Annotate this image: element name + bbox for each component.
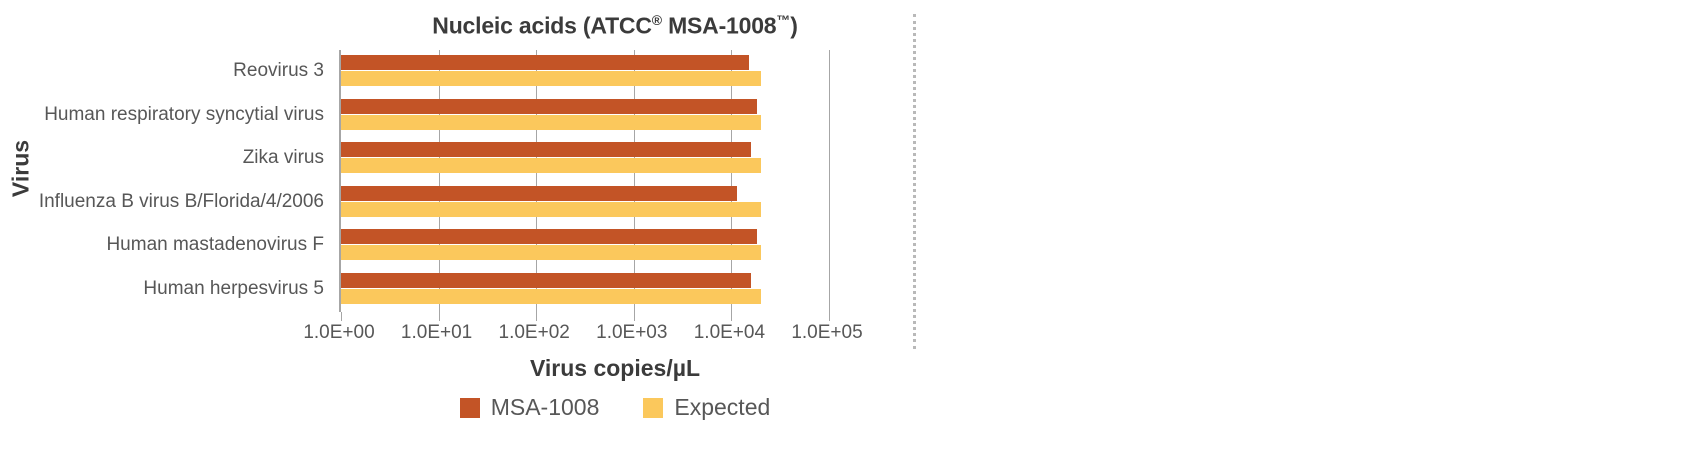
chart-title-left-main: Nucleic acids (ATCC (432, 12, 652, 39)
y-tick-label: Influenza B virus B/Florida/4/2006 (38, 190, 324, 212)
legend-item[interactable]: MSA-1008 (459, 394, 600, 421)
bar-measured (341, 185, 738, 201)
y-tick-label-group: Reovirus 3 Human respiratory syncytial vi… (0, 50, 332, 312)
x-tick-mark (341, 312, 342, 321)
x-tick-mark (829, 312, 830, 321)
x-axis-title-left: Virus copies/µL (529, 355, 701, 381)
plot-area-left (339, 50, 830, 321)
bar-group (341, 268, 827, 312)
bar-expected (341, 158, 761, 174)
bar-expected (341, 245, 761, 261)
bar-measured (341, 98, 758, 114)
x-tick-label: 1.0E+02 (498, 322, 570, 343)
bar-expected (341, 114, 761, 130)
x-tick-mark (438, 312, 440, 321)
registered-mark-icon: ® (651, 12, 662, 28)
bar-expected (341, 289, 761, 304)
panel-nucleic-acids: Nucleic acids (ATCC® MSA-1008™) Virus co… (303, 12, 895, 421)
x-tick-label: 1.0E+05 (791, 322, 863, 343)
chart-title-left: Nucleic acids (ATCC® MSA-1008™) (335, 12, 895, 40)
gridline (536, 50, 538, 312)
x-tick-mark (731, 312, 733, 321)
legend-left: MSA-1008 Expected (335, 394, 895, 421)
gridline (633, 50, 635, 312)
chart-title-left-end: ) (790, 12, 798, 39)
y-tick-label: Reovirus 3 (233, 60, 324, 81)
legend-label: Expected (674, 394, 771, 420)
x-tick-mark (633, 312, 635, 321)
gridline (438, 50, 440, 312)
bar-group (341, 94, 827, 138)
bar-group (341, 181, 827, 225)
trademark-mark-icon: ™ (776, 12, 791, 28)
y-tick-label: Human respiratory syncytial virus (44, 103, 324, 125)
legend-label: MSA-1008 (490, 394, 600, 420)
bar-expected (341, 201, 761, 217)
bar-measured (341, 273, 752, 288)
gridline (829, 50, 830, 312)
legend-swatch-icon (459, 397, 480, 418)
y-tick-label: Human herpesvirus 5 (143, 278, 324, 299)
gridline (731, 50, 733, 312)
panel-whole-virus: Whole virus (ATCC® MSA-2008™) Virus copi… (925, 0, 1700, 460)
x-tick-label: 1.0E+01 (400, 322, 473, 343)
bar-group (341, 50, 827, 94)
panel-divider (913, 14, 916, 349)
legend-item[interactable]: Expected (643, 394, 770, 421)
x-tick-mark (536, 312, 538, 321)
legend-swatch-icon (643, 397, 664, 418)
bar-measured (341, 142, 752, 158)
bar-measured (341, 55, 749, 70)
x-tick-label: 1.0E+04 (693, 322, 766, 343)
bar-expected (341, 71, 761, 86)
bar-group (341, 137, 827, 181)
bar-measured (341, 229, 758, 245)
x-tick-label: 1.0E+03 (596, 322, 668, 343)
y-tick-label: Human mastadenovirus F (106, 234, 324, 256)
x-tick-label: 1.0E+00 (303, 322, 375, 343)
bar-group (341, 224, 827, 268)
y-tick-label: Zika virus (242, 147, 324, 169)
chart-title-left-mid: MSA-1008 (661, 12, 777, 39)
